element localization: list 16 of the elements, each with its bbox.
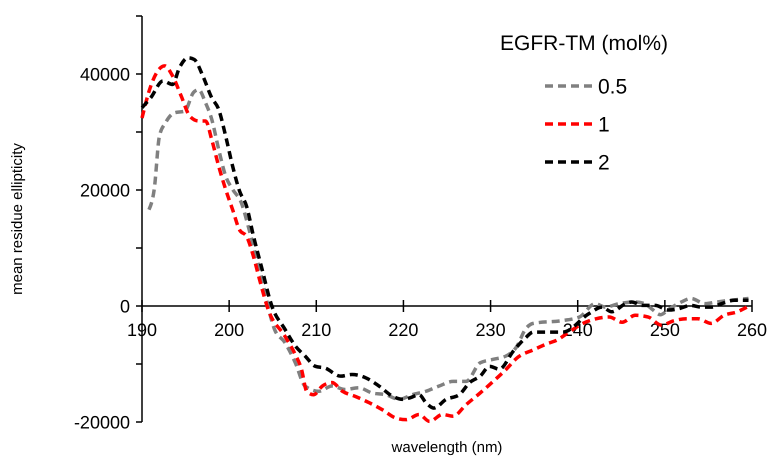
legend-label: 2 xyxy=(598,151,610,174)
y-tick-label: 40000 xyxy=(80,64,130,84)
x-tick-label: 210 xyxy=(301,320,332,340)
y-tick-label: -20000 xyxy=(74,412,130,432)
x-tick-label: 200 xyxy=(214,320,244,340)
y-tick-label: 0 xyxy=(120,296,130,316)
legend-label: 0.5 xyxy=(598,75,628,98)
x-tick-label: 250 xyxy=(650,320,680,340)
y-tick-label: 20000 xyxy=(80,180,130,200)
y-axis-title: mean residue ellipticity xyxy=(9,142,26,295)
x-tick-label: 230 xyxy=(476,320,506,340)
x-tick-label: 260 xyxy=(736,320,767,340)
legend-label: 1 xyxy=(598,113,610,136)
x-axis-title: wavelength (nm) xyxy=(390,439,502,456)
legend-title: EGFR-TM (mol%) xyxy=(500,32,668,55)
x-tick-label: 220 xyxy=(388,320,418,340)
